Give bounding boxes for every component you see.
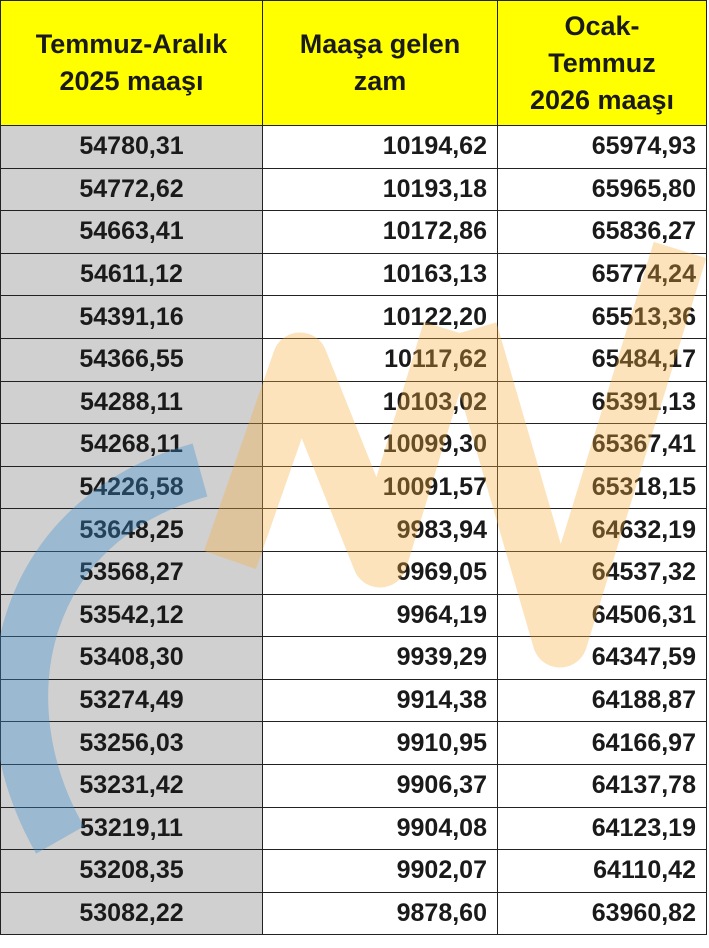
header-line: Maaşa gelen xyxy=(299,29,461,59)
table-cell: 9969,05 xyxy=(262,550,498,595)
table-cell: 9983,94 xyxy=(262,508,498,552)
table-cell: 53231,42 xyxy=(0,763,263,808)
table-cell: 10091,57 xyxy=(262,465,498,510)
table-cell: 64188,87 xyxy=(497,678,707,723)
table-cell: 53408,30 xyxy=(0,636,263,680)
table-row: 54391,16 10122,20 65513,36 xyxy=(0,295,707,339)
table-cell: 64537,32 xyxy=(497,550,707,595)
table-row: 53231,42 9906,37 64137,78 xyxy=(0,763,707,808)
table-cell: 9902,07 xyxy=(262,849,498,893)
table-row: 54663,41 10172,86 65836,27 xyxy=(0,210,707,254)
header-line: 2026 maaşı xyxy=(529,84,675,115)
table-row: 53208,35 9902,07 64110,42 xyxy=(0,849,707,893)
table-cell: 64110,42 xyxy=(497,849,707,893)
table-row: 53408,30 9939,29 64347,59 xyxy=(0,636,707,680)
table-cell: 65836,27 xyxy=(497,210,707,254)
table-row: 54772,62 10193,18 65965,80 xyxy=(0,167,707,212)
table-cell: 64123,19 xyxy=(497,806,707,851)
header-line: Ocak- xyxy=(564,10,640,41)
table-cell: 10122,20 xyxy=(262,295,498,339)
table-row: 54288,11 10103,02 65391,13 xyxy=(0,380,707,425)
table-cell: 10193,18 xyxy=(262,167,498,212)
header-cell: Ocak- Temmuz 2026 maaşı xyxy=(497,0,707,126)
table-cell: 53542,12 xyxy=(0,593,263,638)
header-line: Temmuz-Aralık xyxy=(35,29,228,59)
header-line: 2025 maaşı xyxy=(59,66,204,96)
table-cell: 53219,11 xyxy=(0,806,263,851)
table-cell: 10099,30 xyxy=(262,423,498,467)
table-cell: 54268,11 xyxy=(0,423,263,467)
table-cell: 54772,62 xyxy=(0,167,263,212)
table-row: 54226,58 10091,57 65318,15 xyxy=(0,465,707,510)
table-row: 54611,12 10163,13 65774,24 xyxy=(0,252,707,297)
table-cell: 9939,29 xyxy=(262,636,498,680)
table-cell: 64506,31 xyxy=(497,593,707,638)
table-cell: 65513,36 xyxy=(497,295,707,339)
table-row: 53219,11 9904,08 64123,19 xyxy=(0,806,707,851)
table-row: 53274,49 9914,38 64188,87 xyxy=(0,678,707,723)
table-cell: 65318,15 xyxy=(497,465,707,510)
table-cell: 9910,95 xyxy=(262,721,498,765)
header-cell: Temmuz-Aralık 2025 maaşı xyxy=(0,0,263,126)
table-row: 53256,03 9910,95 64166,97 xyxy=(0,721,707,765)
table-cell: 9914,38 xyxy=(262,678,498,723)
table-cell: 10172,86 xyxy=(262,210,498,254)
table-cell: 65774,24 xyxy=(497,252,707,297)
header-cell: Maaşa gelen zam xyxy=(262,0,498,126)
table-row: 53648,25 9983,94 64632,19 xyxy=(0,508,707,552)
table-cell: 64166,97 xyxy=(497,721,707,765)
table-cell: 54226,58 xyxy=(0,465,263,510)
table-cell: 53082,22 xyxy=(0,891,263,936)
table-cell: 65965,80 xyxy=(497,167,707,212)
table-cell: 54391,16 xyxy=(0,295,263,339)
table-cell: 64347,59 xyxy=(497,636,707,680)
table-cell: 54611,12 xyxy=(0,252,263,297)
table-cell: 54366,55 xyxy=(0,337,263,382)
table-row: 53568,27 9969,05 64537,32 xyxy=(0,550,707,595)
table-cell: 9878,60 xyxy=(262,891,498,936)
table-cell: 10103,02 xyxy=(262,380,498,425)
table-cell: 65974,93 xyxy=(497,125,707,169)
header-line: zam xyxy=(353,66,407,96)
table-cell: 53648,25 xyxy=(0,508,263,552)
table-row: 53082,22 9878,60 63960,82 xyxy=(0,891,707,936)
table-cell: 53274,49 xyxy=(0,678,263,723)
table-cell: 9906,37 xyxy=(262,763,498,808)
table-cell: 53256,03 xyxy=(0,721,263,765)
table-cell: 54780,31 xyxy=(0,125,263,169)
table-cell: 9964,19 xyxy=(262,593,498,638)
table-cell: 53208,35 xyxy=(0,849,263,893)
table-cell: 64137,78 xyxy=(497,763,707,808)
table-cell: 63960,82 xyxy=(497,891,707,936)
table-row: 54366,55 10117,62 65484,17 xyxy=(0,337,707,382)
table-cell: 9904,08 xyxy=(262,806,498,851)
header-row: Temmuz-Aralık 2025 maaşı Maaşa gelen zam Oca… xyxy=(0,0,707,126)
table-cell: 10117,62 xyxy=(262,337,498,382)
table-cell: 65484,17 xyxy=(497,337,707,382)
table-cell: 54663,41 xyxy=(0,210,263,254)
header-line: Temmuz xyxy=(548,47,656,78)
table-row: 53542,12 9964,19 64506,31 xyxy=(0,593,707,638)
table-cell: 64632,19 xyxy=(497,508,707,552)
table-row: 54268,11 10099,30 65367,41 xyxy=(0,423,707,467)
table-cell: 10163,13 xyxy=(262,252,498,297)
table-cell: 53568,27 xyxy=(0,550,263,595)
table-body: 54780,31 10194,62 65974,93 54772,62 10193,18… xyxy=(0,125,707,936)
table-cell: 65367,41 xyxy=(497,423,707,467)
table-cell: 65391,13 xyxy=(497,380,707,425)
table-cell: 54288,11 xyxy=(0,380,263,425)
table-row: 54780,31 10194,62 65974,93 xyxy=(0,125,707,169)
table-cell: 10194,62 xyxy=(262,125,498,169)
